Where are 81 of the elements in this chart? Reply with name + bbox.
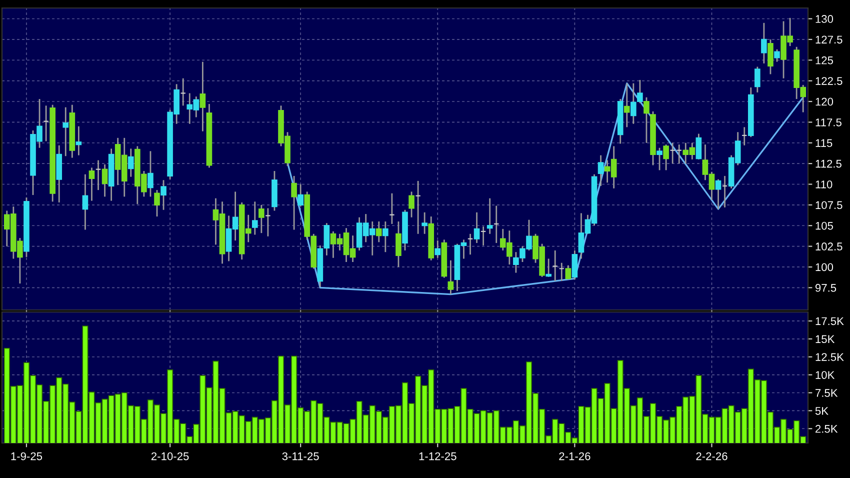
candlestick (434, 240, 441, 259)
candlestick (480, 226, 486, 246)
y-tick-label: 5K (815, 407, 828, 415)
candlestick (644, 96, 650, 144)
y-tick-label: 105 (816, 222, 834, 230)
candlestick (467, 233, 474, 256)
y-tick-label: 112.5 (816, 160, 842, 168)
candlestick (389, 192, 395, 225)
candlestick (88, 166, 95, 202)
candlestick (95, 160, 102, 191)
candlestick (76, 126, 82, 156)
y-tick-label: 7.5K (816, 389, 838, 397)
y-tick-label: 127.5 (816, 36, 842, 44)
x-tick-label: 2-1-26 (559, 452, 590, 460)
y-tick-label: 115 (816, 139, 832, 147)
candlestick (102, 164, 108, 198)
candlestick (474, 212, 480, 244)
candlestick (448, 260, 454, 295)
candlestick (565, 264, 572, 280)
candlestick (422, 212, 428, 235)
candlestick (82, 174, 88, 230)
candlestick (656, 147, 662, 171)
candlestick (670, 142, 676, 164)
y-tick-label: 120 (816, 98, 834, 106)
candlestick (754, 66, 760, 94)
candlestick (741, 126, 748, 146)
candlestick (258, 204, 264, 234)
candlestick (148, 150, 154, 198)
y-tick-label: 110 (816, 180, 832, 188)
x-tick-label: 2-10-25 (151, 452, 189, 460)
candlestick (598, 154, 604, 187)
candlestick (637, 79, 643, 104)
x-tick-label: 1-9-25 (11, 452, 42, 460)
candlestick (160, 179, 166, 211)
candlestick (252, 200, 258, 236)
candlestick (663, 144, 669, 171)
candlestick (43, 104, 49, 142)
y-tick-label: 107.5 (816, 201, 842, 210)
candlestick (128, 148, 134, 178)
y-tick-label: 12.5K (816, 353, 844, 361)
candlestick (376, 220, 382, 243)
candlestick (696, 133, 702, 160)
x-tick-label: 1-12-25 (419, 452, 456, 460)
candlestick (493, 205, 500, 244)
candlestick (558, 262, 565, 282)
candlestick (408, 190, 414, 218)
candlestick (630, 82, 636, 125)
x-tick-label: 3-11-25 (282, 452, 319, 460)
candlestick (552, 250, 558, 282)
candlestick (298, 184, 304, 208)
candlestick (265, 208, 271, 238)
y-tick-label: 17.5K (816, 317, 844, 326)
y-tick-label: 10K (816, 371, 835, 379)
y-tick-label: 130 (816, 15, 834, 23)
candlestick (676, 144, 682, 164)
candlestick (200, 61, 206, 132)
y-tick-label: 102.5 (816, 242, 842, 250)
y-tick-label: 117.5 (816, 118, 842, 126)
y-tick-label: 15K (816, 335, 835, 344)
candlestick (154, 189, 160, 218)
y-tick-label: 97.5 (815, 284, 836, 292)
candlestick (722, 175, 728, 208)
y-tick-label: 122.5 (816, 77, 842, 85)
candlestick (624, 82, 630, 128)
candlestick (180, 78, 186, 106)
candlestick (486, 198, 493, 235)
candlestick (62, 106, 69, 157)
candlestick (715, 178, 722, 210)
candlestick (768, 38, 774, 75)
candlestick (572, 250, 578, 280)
y-tick-label: 100 (816, 263, 834, 272)
candlestick (774, 48, 780, 62)
candlestick (546, 258, 552, 278)
candlestick (396, 220, 402, 268)
candlestick (291, 175, 297, 230)
y-tick-label: 125 (816, 56, 834, 64)
x-tick-label: 2-2-26 (696, 452, 728, 460)
candlestick (761, 22, 767, 64)
y-tick-label: 2.5K (816, 424, 838, 433)
candlestick (382, 220, 388, 253)
candlestick (415, 180, 421, 235)
